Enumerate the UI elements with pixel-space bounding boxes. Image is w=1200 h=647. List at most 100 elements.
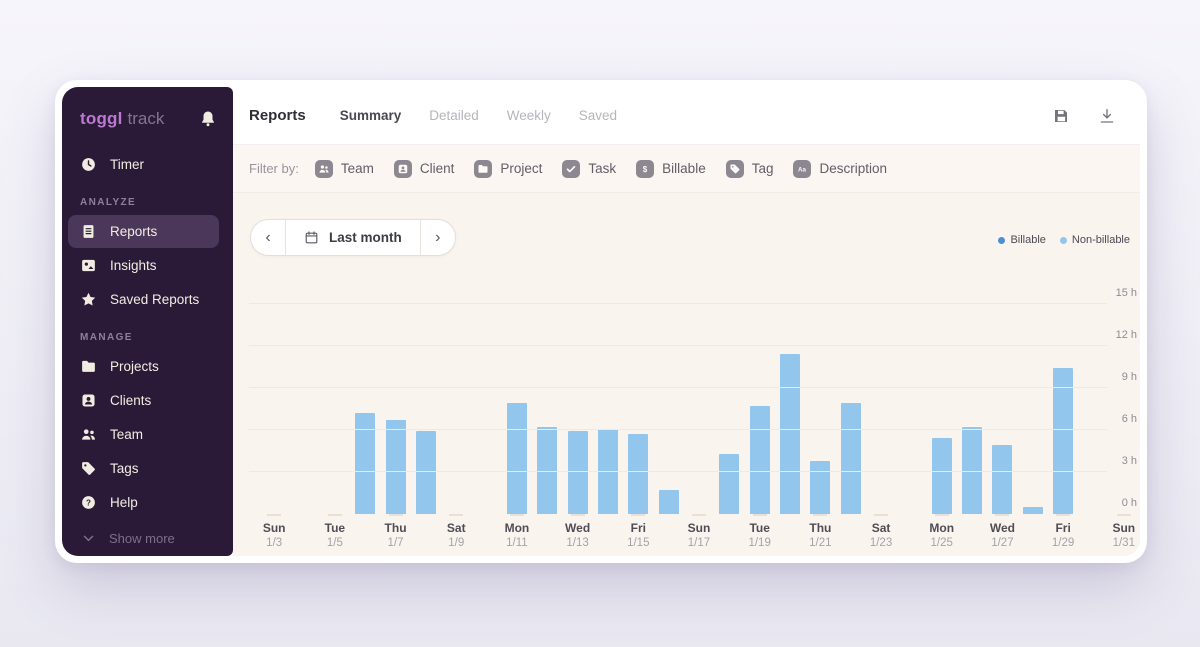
prev-period-button[interactable]: ‹ xyxy=(265,228,271,246)
check-icon xyxy=(565,163,577,175)
x-axis-day: Tue xyxy=(749,521,770,535)
chart-panel: ‹ Last month › Billable Non-billable 0 h 3… xyxy=(233,193,1140,556)
chart-day-slot xyxy=(896,304,926,514)
chart-bars xyxy=(259,304,1139,516)
x-axis-tick xyxy=(267,514,282,516)
x-axis-day: Sun xyxy=(687,521,711,535)
sidebar-item-label: Insights xyxy=(110,258,157,273)
bar-1-8 xyxy=(415,431,436,514)
filter-chip-team[interactable]: Team xyxy=(314,159,374,178)
page-title: Reports xyxy=(249,107,306,124)
sidebar-item-insights[interactable]: Insights xyxy=(68,249,219,282)
save-button[interactable] xyxy=(1052,107,1070,125)
sidebar-show-more[interactable]: Show more xyxy=(68,524,219,552)
sidebar-item-timer[interactable]: Timer xyxy=(68,148,219,181)
sidebar-item-label: Tags xyxy=(110,461,139,476)
tab-saved[interactable]: Saved xyxy=(578,108,618,123)
x-axis-day: Fri xyxy=(630,521,646,535)
legend-item-billable[interactable]: Billable xyxy=(998,234,1046,246)
x-axis-day: Thu xyxy=(384,521,407,535)
main-area: Reports Summary Detailed Weekly Saved Filte… xyxy=(233,87,1140,556)
chart-day-slot xyxy=(805,304,835,516)
x-axis-label xyxy=(653,521,683,551)
x-axis-label: Wed 1/27 xyxy=(987,521,1017,551)
filter-chip-project[interactable]: Project xyxy=(474,159,542,178)
sidebar-item-team[interactable]: Team xyxy=(68,418,219,451)
insights-icon xyxy=(80,257,97,274)
x-axis-tick xyxy=(388,514,403,516)
svg-text:Aa: Aa xyxy=(798,166,807,173)
sidebar-item-reports[interactable]: Reports xyxy=(68,215,219,248)
filter-chip-description[interactable]: Aa Description xyxy=(793,159,888,178)
logo-toggl: toggl xyxy=(80,108,123,128)
date-range-button[interactable]: Last month xyxy=(285,220,421,255)
team-icon xyxy=(80,426,97,443)
x-axis-day: Tue xyxy=(324,521,346,535)
client-icon xyxy=(397,163,409,175)
chart-day-slot xyxy=(593,304,623,514)
header-actions xyxy=(1052,107,1116,125)
gridline xyxy=(249,345,1107,346)
report-tabs: Summary Detailed Weekly Saved xyxy=(340,108,617,123)
chart-day-slot xyxy=(957,304,987,514)
tab-weekly[interactable]: Weekly xyxy=(506,108,551,123)
legend-label: Billable xyxy=(1010,234,1046,246)
filter-chip-client[interactable]: Client xyxy=(393,159,454,178)
sidebar: toggl track Timer ANALYZE Reports Insights S… xyxy=(62,87,233,556)
chart-day-slot xyxy=(471,304,501,514)
x-axis-date: 1/15 xyxy=(627,537,650,549)
bell-icon[interactable] xyxy=(199,110,217,128)
filter-by-label: Filter by: xyxy=(249,161,299,176)
filter-chip-task[interactable]: Task xyxy=(562,159,617,178)
legend-dot xyxy=(1059,236,1067,244)
x-axis-day: Sun xyxy=(1112,521,1136,535)
bar-1-18 xyxy=(719,453,740,514)
sidebar-item-saved-reports[interactable]: Saved Reports xyxy=(68,283,219,316)
sidebar-item-help[interactable]: ? Help xyxy=(68,486,219,519)
bar-1-22 xyxy=(840,403,861,514)
x-axis-label xyxy=(714,521,744,551)
chart-day-slot xyxy=(714,304,744,514)
filter-chip-billable[interactable]: $ Billable xyxy=(636,159,706,178)
x-axis-day: Sun xyxy=(262,521,286,535)
filter-chip-tag[interactable]: Tag xyxy=(725,159,773,178)
x-axis-date: 1/5 xyxy=(326,537,343,549)
y-axis-label: 3 h xyxy=(1121,455,1137,467)
chart-day-slot xyxy=(653,304,683,514)
chart-day-slot xyxy=(684,304,714,516)
sidebar-item-tags[interactable]: Tags xyxy=(68,452,219,485)
x-axis-date: 1/17 xyxy=(687,537,711,549)
tab-summary[interactable]: Summary xyxy=(339,108,402,123)
x-axis-label: Tue 1/5 xyxy=(320,521,350,551)
x-axis-label xyxy=(1018,521,1048,551)
filter-chip-label: Billable xyxy=(662,161,706,176)
filter-chip-icon-box xyxy=(562,159,581,178)
chart-day-slot xyxy=(289,304,319,514)
date-range-label: Last month xyxy=(329,230,402,245)
sidebar-item-label: Reports xyxy=(110,224,158,239)
sidebar-item-projects[interactable]: Projects xyxy=(68,350,219,383)
tab-detailed[interactable]: Detailed xyxy=(429,108,479,123)
filter-chip-label: Task xyxy=(588,161,617,176)
x-axis-label xyxy=(957,521,987,551)
chart-day-slot xyxy=(1018,304,1048,514)
report-icon xyxy=(80,223,97,240)
chart-day-slot xyxy=(259,304,289,516)
bar-1-13 xyxy=(567,431,588,514)
bar-1-19 xyxy=(749,406,770,514)
download-button[interactable] xyxy=(1098,107,1116,125)
sidebar-item-label: Saved Reports xyxy=(110,292,200,307)
x-axis-label: Thu 1/21 xyxy=(805,521,835,551)
legend-label: Non-billable xyxy=(1071,234,1130,246)
chart-day-slot xyxy=(836,304,866,514)
x-axis-date: 1/19 xyxy=(748,537,771,549)
next-period-button[interactable]: › xyxy=(435,228,441,246)
x-axis-label xyxy=(350,521,380,551)
bar-chart-plot: 0 h 3 h 6 h 9 h 12 h 15 h xyxy=(249,287,1139,516)
filter-chip-label: Description xyxy=(819,161,888,176)
sidebar-section-label: ANALYZE xyxy=(80,197,137,208)
sidebar-item-clients[interactable]: Clients xyxy=(68,384,219,417)
x-axis-tick xyxy=(874,514,889,516)
bar-1-28 xyxy=(1022,507,1043,514)
legend-item-non-billable[interactable]: Non-billable xyxy=(1059,234,1130,246)
